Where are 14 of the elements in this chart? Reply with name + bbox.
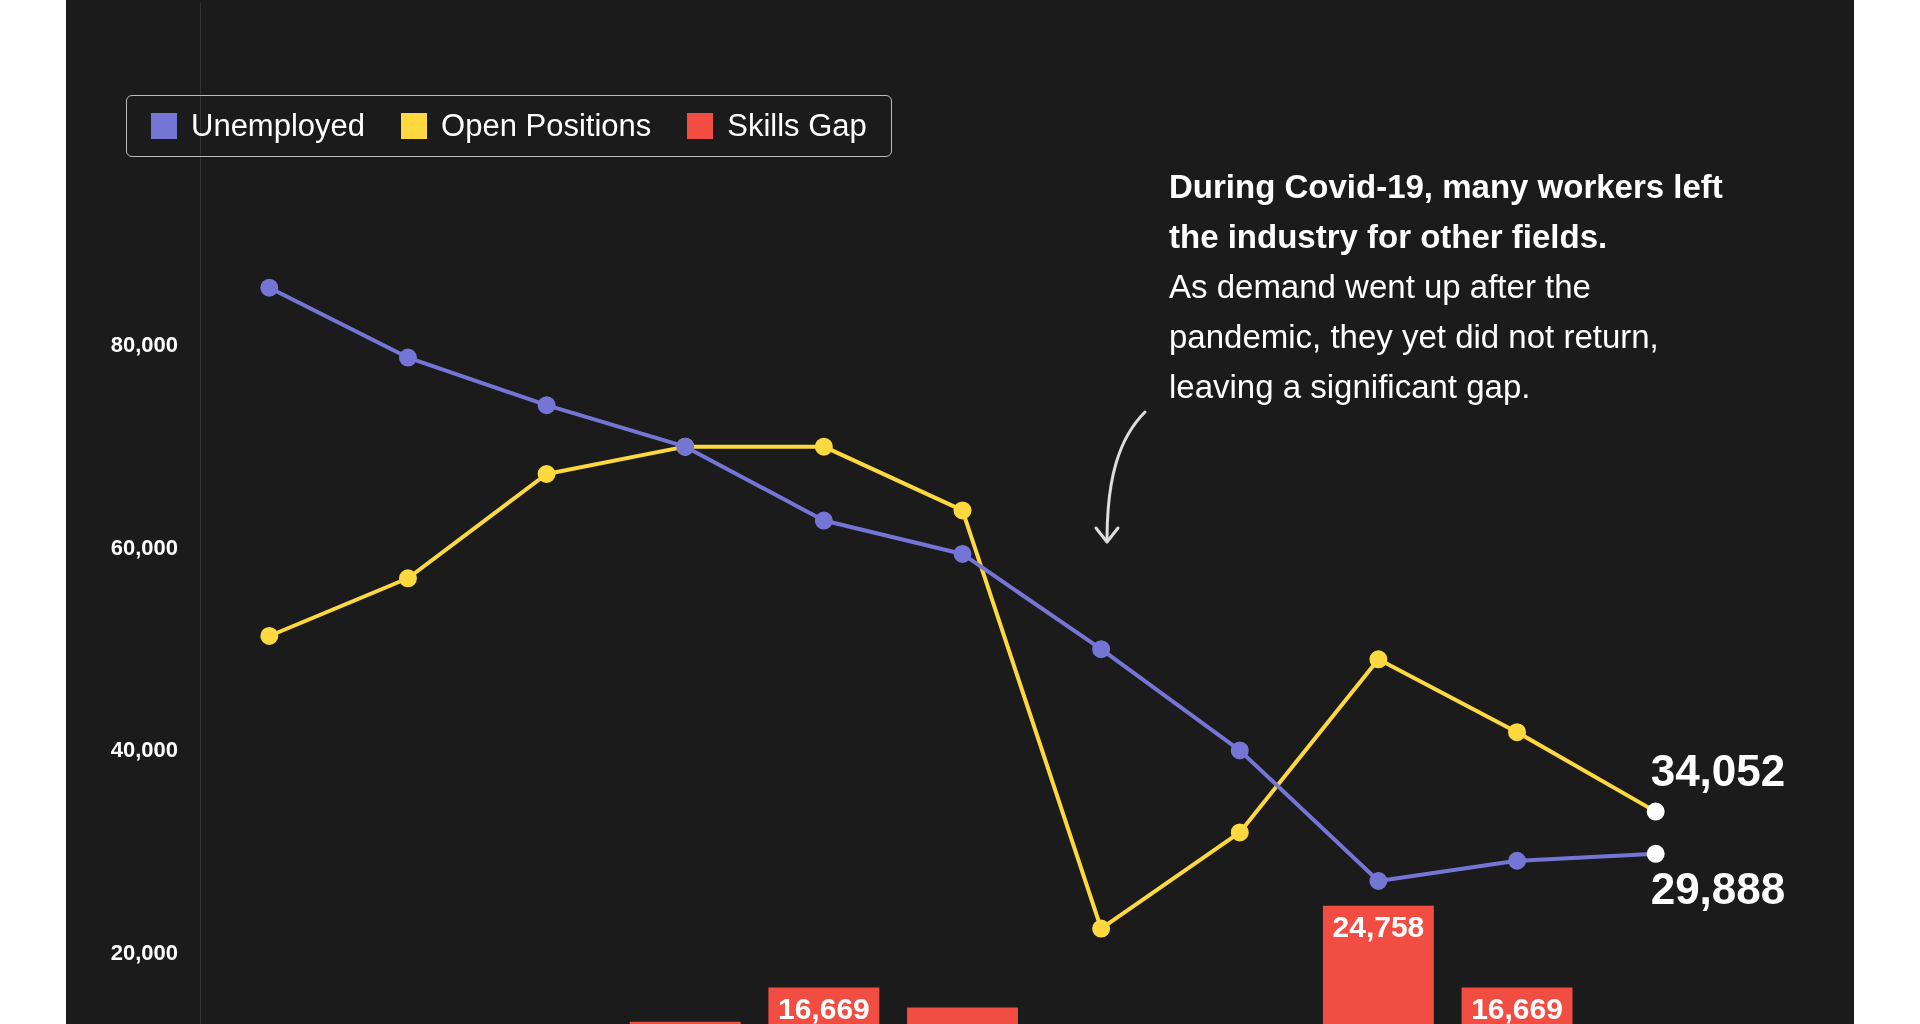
data-label: 16,669 [1471,991,1563,1024]
legend-label: Open Positions [441,108,652,144]
y-tick-label: 80,000 [110,332,178,358]
annotation: As demand went up after the pandemic, they yet did not return, leaving a significant gap. [1169,267,1660,407]
y-tick-label: 60,000 [110,534,178,560]
y-tick-label: 40,000 [110,737,178,763]
legend-label: Skills Gap [727,108,867,144]
annotation: During Covid-19, many workers left the industry for other fields. [1169,167,1724,257]
legend-label: Unemployed [191,108,366,144]
y-tick-label: 20,000 [110,939,178,965]
data-label: 34,052 [1650,745,1786,795]
data-label: 24,758 [1332,909,1425,943]
data-label: 29,888 [1650,863,1786,913]
data-label: 16,669 [777,991,870,1024]
